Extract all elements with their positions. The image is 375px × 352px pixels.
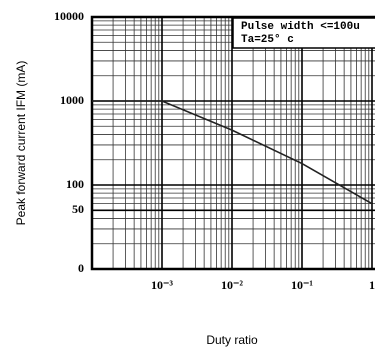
y-axis-label: Peak forward current IFM (mA) [14, 61, 28, 226]
annotation: Pulse width <=100u [241, 21, 360, 33]
x-tick-label: 10⁻³ [151, 278, 173, 292]
annotation: Ta=25° c [241, 34, 294, 46]
y-tick-label: 10000 [54, 9, 84, 23]
x-axis-label: Duty ratio [206, 333, 258, 347]
minor-grid [91, 17, 375, 270]
plot-frame [90, 15, 375, 271]
y-tick-label: 50 [72, 202, 84, 216]
y-tick-label: 1000 [60, 93, 84, 107]
x-tick-label: 1 [369, 278, 375, 292]
x-tick-label: 10⁻¹ [291, 278, 313, 292]
y-tick-label: 100 [66, 177, 84, 191]
series-line [92, 100, 373, 205]
x-tick-label: 10⁻² [221, 278, 243, 292]
y-tick-label: 0 [78, 261, 84, 275]
annotation-box [232, 17, 375, 49]
